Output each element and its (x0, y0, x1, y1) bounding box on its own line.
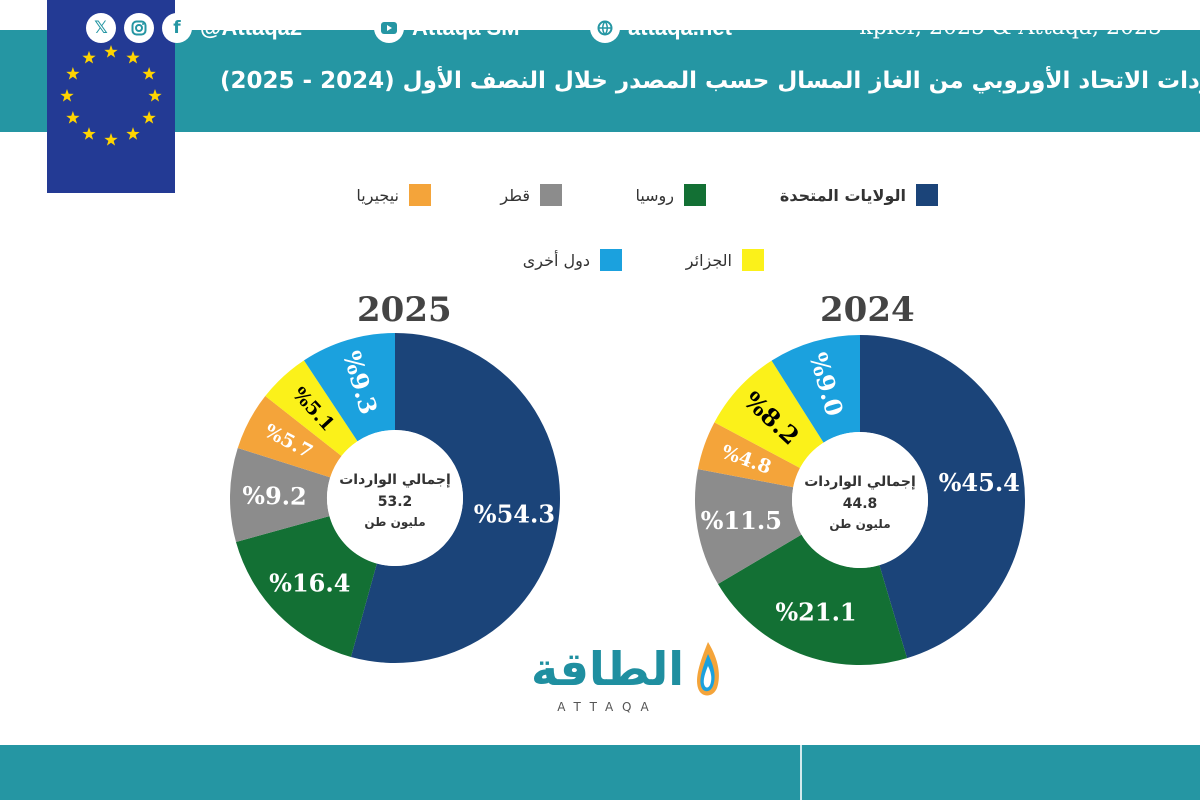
logo-text-en: ATTAQA (557, 700, 658, 714)
legend-label-others: دول أخرى (522, 250, 590, 270)
chart-title: واردات الاتحاد الأوروبي من الغاز المسال … (220, 68, 1200, 94)
eu-stars-icon (60, 45, 162, 146)
donut-center-2024 (792, 432, 928, 568)
eu-star-icon (126, 127, 140, 140)
attaqa-logo: الطاقة ATTAQA (525, 638, 725, 718)
legend-item-qatar: قطر (500, 183, 562, 207)
legend-swatch-others (600, 249, 622, 271)
slice-2024-3 (697, 422, 801, 488)
legend-item-usa: الولايات المتحدة (780, 183, 938, 207)
center-label-2024: إجمالي الواردات (804, 474, 916, 490)
eu-star-icon (60, 89, 74, 102)
facebook-icon[interactable]: f (162, 12, 192, 43)
slice-2025-4 (265, 360, 358, 456)
eu-star-icon (148, 89, 162, 102)
legend-item-algeria: الجزائر (686, 248, 764, 272)
slice-2024-4 (714, 360, 824, 468)
flame-drop-icon (697, 642, 719, 696)
eu-star-icon (82, 127, 96, 140)
legend-label-usa: الولايات المتحدة (779, 185, 906, 205)
slice-2025-5 (303, 333, 395, 442)
slice-2024-5 (771, 335, 860, 443)
center-label-2025: إجمالي الواردات (339, 472, 451, 488)
slice-label-2025-0: %54.3 (474, 500, 555, 529)
legend-swatch-nigeria (409, 184, 431, 206)
eu-star-icon (66, 111, 80, 124)
title-bar (0, 30, 1200, 132)
legend-swatch-russia (684, 184, 706, 206)
slice-label-2025-1: %16.4 (269, 569, 350, 598)
youtube-icon (374, 12, 404, 43)
x-icon[interactable]: 𝕏 (86, 12, 116, 43)
eu-star-icon (126, 50, 140, 64)
footer-divider (800, 745, 802, 800)
source-note: kpler, 2025 & Attaqa, 2025 (859, 15, 1162, 40)
legend-label-russia: روسيا (635, 185, 674, 205)
footer-bar (0, 745, 1200, 800)
eu-star-icon (66, 67, 80, 80)
slice-2025-2 (230, 447, 331, 543)
website-link[interactable]: attaqa.net (590, 0, 732, 55)
social-links: 𝕏 f @Attaqa2 (86, 0, 302, 55)
slice-2024-0 (860, 335, 1025, 659)
donut-center-2025 (327, 430, 463, 566)
slice-label-2024-2: %11.5 (701, 506, 782, 535)
instagram-icon[interactable] (124, 12, 154, 43)
eu-star-icon (142, 67, 156, 80)
eu-star-icon (104, 133, 118, 146)
legend-item-nigeria: نيجيريا (356, 183, 431, 207)
slice-2025-0 (350, 333, 560, 663)
eu-star-icon (104, 45, 118, 58)
youtube-channel: Attaqa SM (412, 14, 520, 40)
legend-swatch-usa (916, 184, 938, 206)
legend-item-others: دول أخرى (523, 248, 622, 272)
center-value-2024: 44.8 (843, 496, 878, 512)
slice-label-2024-0: %45.4 (939, 468, 1020, 497)
legend-item-russia: روسيا (635, 183, 706, 207)
slice-label-2025-2: %9.2 (242, 481, 307, 511)
slice-2024-1 (717, 534, 908, 665)
slice-2025-3 (237, 396, 342, 478)
social-handle[interactable]: @Attaqa2 (200, 14, 303, 40)
youtube-link[interactable]: Attaqa SM (374, 0, 520, 55)
website-url: attaqa.net (628, 14, 732, 40)
legend-swatch-qatar (540, 184, 562, 206)
year-label-2025: 2025 (357, 290, 452, 330)
center-value-2025: 53.2 (378, 494, 413, 510)
year-label-2024: 2024 (820, 290, 915, 330)
legend-label-algeria: الجزائر (685, 250, 732, 270)
slice-2024-2 (695, 469, 802, 584)
globe-icon (590, 12, 620, 43)
legend-swatch-algeria (742, 249, 764, 271)
center-unit-2024: مليون طن (829, 517, 890, 532)
slice-label-2024-1: %21.1 (775, 598, 856, 627)
legend-label-nigeria: نيجيريا (356, 185, 399, 205)
eu-star-icon (82, 50, 96, 64)
slice-2025-1 (235, 516, 377, 658)
legend-label-qatar: قطر (500, 185, 530, 205)
logo-text-ar: الطاقة (530, 642, 685, 696)
center-unit-2025: مليون طن (364, 515, 425, 530)
eu-star-icon (142, 111, 156, 124)
